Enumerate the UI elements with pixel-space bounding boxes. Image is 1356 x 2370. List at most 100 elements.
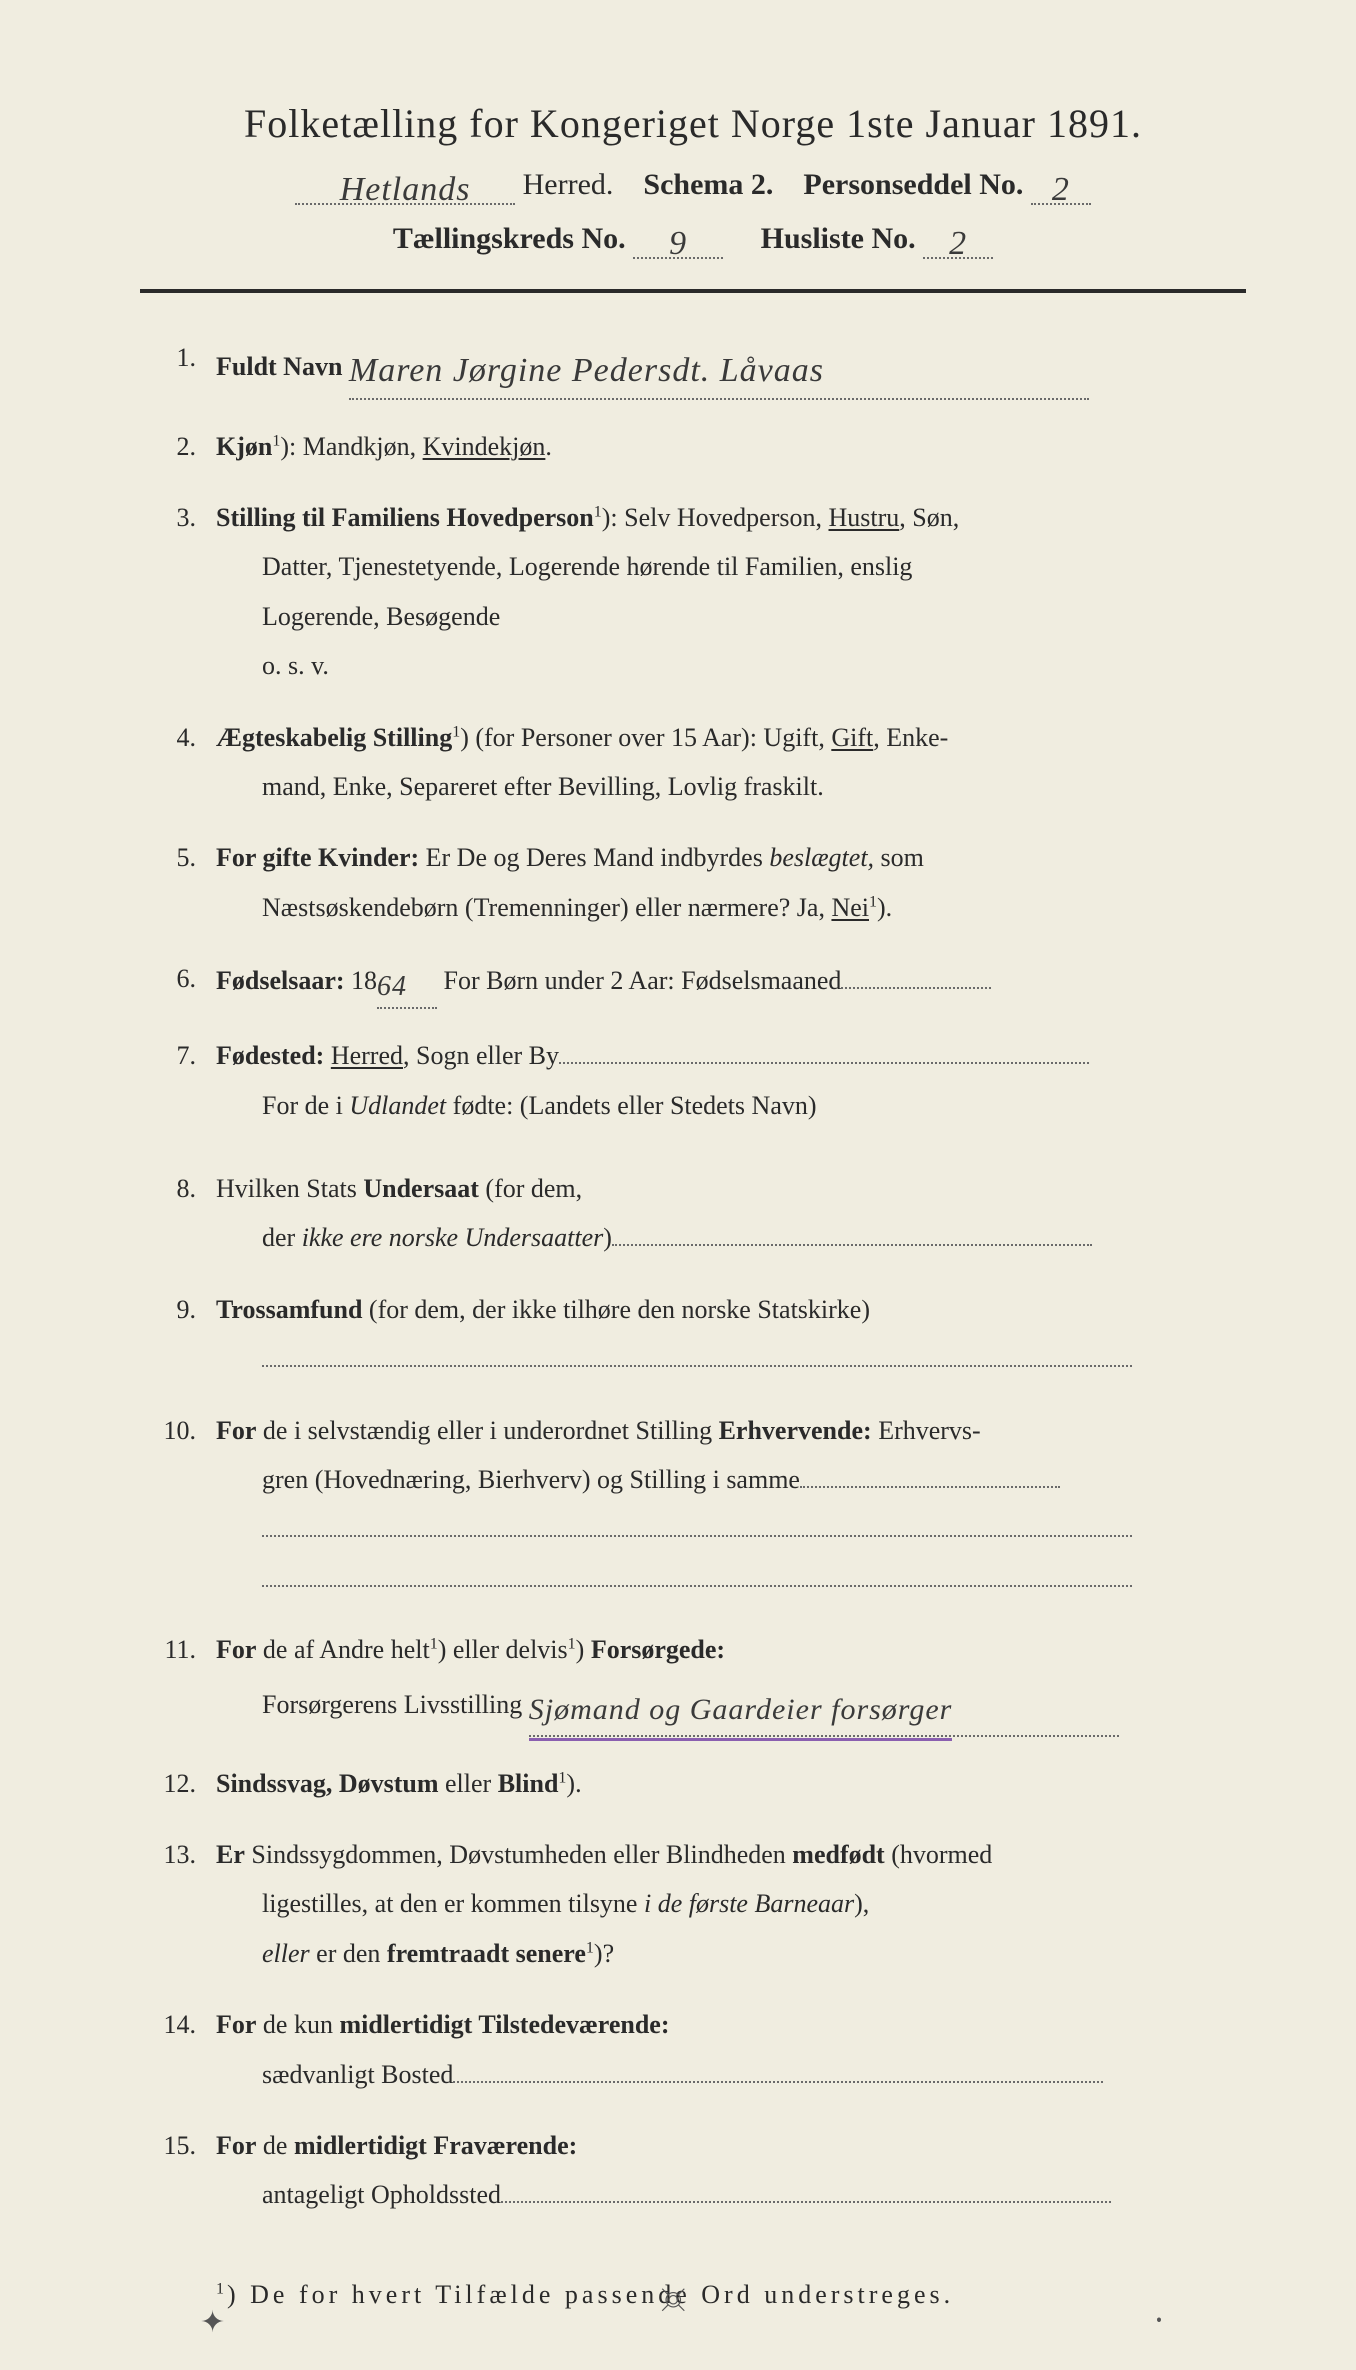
q3-label: Stilling til Familiens Hovedperson [216,503,594,532]
q5-b: gifte Kvinder: [262,843,419,872]
q4-selected: Gift [831,723,873,752]
q13-cont1-a: ligestilles, at den er kommen tilsyne [262,1889,644,1918]
item-num: 12. [140,1759,216,1808]
q12-d: ). [566,1769,581,1798]
sup: 1 [594,503,602,520]
item-num: 4. [140,713,216,812]
q4-a: ) (for Personer over 15 Aar): Ugift, [460,723,831,752]
q2-label: Kjøn [216,432,272,461]
title-main: Folketælling for Kongeriget Norge 1ste J… [140,100,1246,147]
q3-cont2: Logerende, Besøgende [216,592,1246,641]
q13-c: medfødt [792,1840,884,1869]
q13-cont1-c: ), [854,1889,869,1918]
q4-cont: mand, Enke, Separeret efter Bevilling, L… [216,762,1246,811]
q14-b: de kun [256,2010,339,2039]
q5-d: beslægtet, [769,843,874,872]
q6-prefix: 18 [345,966,378,995]
q8-b: Undersaat [363,1174,479,1203]
header-block: Folketælling for Kongeriget Norge 1ste J… [140,100,1246,259]
item-num: 13. [140,1830,216,1978]
q14-cont-text: sædvanligt Bosted [262,2060,453,2089]
item-num: 6. [140,954,216,1009]
item-num: 5. [140,833,216,932]
q13-cont2-b: er den [310,1939,387,1968]
q1-label: Fuldt Navn [216,352,342,381]
q4-b: , Enke- [873,723,948,752]
q8-c: (for dem, [479,1174,582,1203]
divider [140,289,1246,293]
q13-cont2-a: eller [262,1939,310,1968]
q15-cont-text: antageligt Opholdssted [262,2180,501,2209]
binding-mark-mid: 𑗐 [660,2279,687,2340]
item-5: 5. For gifte Kvinder: Er De og Deres Man… [140,833,1246,932]
q2-opts: ): Mandkjøn, [280,432,422,461]
husliste-label: Husliste No. [761,222,916,255]
q10-blank1 [800,1486,1060,1488]
q7-selected: Herred [331,1041,403,1070]
binding-mark-left: ✦ [200,2305,225,2340]
q12-c: Blind [498,1769,559,1798]
title-line-3: Tællingskreds No. 9 Husliste No. 2 [140,219,1246,259]
q10-d: Erhvervs- [872,1416,981,1445]
item-num: 10. [140,1406,216,1604]
sup: 1 [586,1939,594,1956]
q13-cont2-c: fremtraadt senere [387,1939,586,1968]
item-14: 14. For de kun midlertidigt Tilstedevære… [140,2000,1246,2099]
q10-a: For [216,1416,256,1445]
husliste-no: 2 [949,225,967,262]
q8-blank [612,1244,1092,1246]
q14-c: midlertidigt Tilstedeværende: [339,2010,669,2039]
item-1: 1. Fuldt Navn Maren Jørgine Pedersdt. Lå… [140,333,1246,400]
census-form-page: Folketælling for Kongeriget Norge 1ste J… [0,0,1356,2370]
title-line-2: Hetlands Herred. Schema 2. Personseddel … [140,165,1246,205]
sup: 1 [568,1636,576,1653]
item-num: 1. [140,333,216,400]
item-num: 11. [140,1625,216,1736]
q10-blank3 [262,1585,1132,1587]
item-10: 10. For de i selvstændig eller i underor… [140,1406,1246,1604]
herred-value: Hetlands [340,171,471,208]
item-num: 14. [140,2000,216,2099]
item-num: 8. [140,1164,216,1263]
q13-cont2-d: )? [594,1939,614,1968]
q3-cont1: Datter, Tjenestetyende, Logerende hørend… [216,542,1246,591]
q11-cont: Forsørgerens Livsstilling Sjømand og Gaa… [216,1675,1246,1737]
q7-rest: , Sogn eller By [403,1041,559,1070]
item-num: 3. [140,493,216,691]
q13-b: Sindssygdommen, Døvstumheden eller Blind… [245,1840,792,1869]
q11-a: For [216,1635,256,1664]
sup: 1 [869,893,877,910]
q10-blank2 [262,1535,1132,1537]
q14-blank [453,2081,1103,2083]
q3-a: ): Selv Hovedperson, [602,503,829,532]
q13-cont1: ligestilles, at den er kommen tilsyne i … [216,1879,1246,1928]
sup: 1 [430,1636,438,1653]
q12-a: Sindssvag, Døvstum [216,1769,439,1798]
q11-d: ) [576,1635,591,1664]
footnote-sup: 1 [216,2280,227,2297]
q15-blank [501,2201,1111,2203]
q5-c: Er De og Deres Mand indbyrdes [419,843,769,872]
q11-b: de af Andre helt [256,1635,429,1664]
q5-for: For [216,843,262,872]
personseddel-no: 2 [1052,171,1070,208]
q6-label: Fødselsaar: [216,966,345,995]
q11-c: ) eller delvis [438,1635,568,1664]
q13-a: Er [216,1840,245,1869]
q5-cont: Næstsøskendebørn (Tremenninger) eller næ… [216,883,1246,932]
personseddel-label: Personseddel No. [803,168,1023,201]
q4-label: Ægteskabelig Stilling [216,723,452,752]
q8-a: Hvilken Stats [216,1174,363,1203]
q7-cont-a: For de i [262,1091,349,1120]
kreds-label: Tællingskreds No. [393,222,626,255]
q9-blank [262,1365,1132,1367]
q9-a: Trossamfund [216,1295,362,1324]
item-13: 13. Er Sindssygdommen, Døvstumheden elle… [140,1830,1246,1978]
q13-d: (hvormed [885,1840,993,1869]
q15-b: de [256,2131,294,2160]
q10-c: Erhvervende: [719,1416,872,1445]
period: . [545,432,552,461]
q3-selected: Hustru [829,503,900,532]
q13-cont2: eller er den fremtraadt senere1)? [216,1929,1246,1978]
item-3: 3. Stilling til Familiens Hovedperson1):… [140,493,1246,691]
